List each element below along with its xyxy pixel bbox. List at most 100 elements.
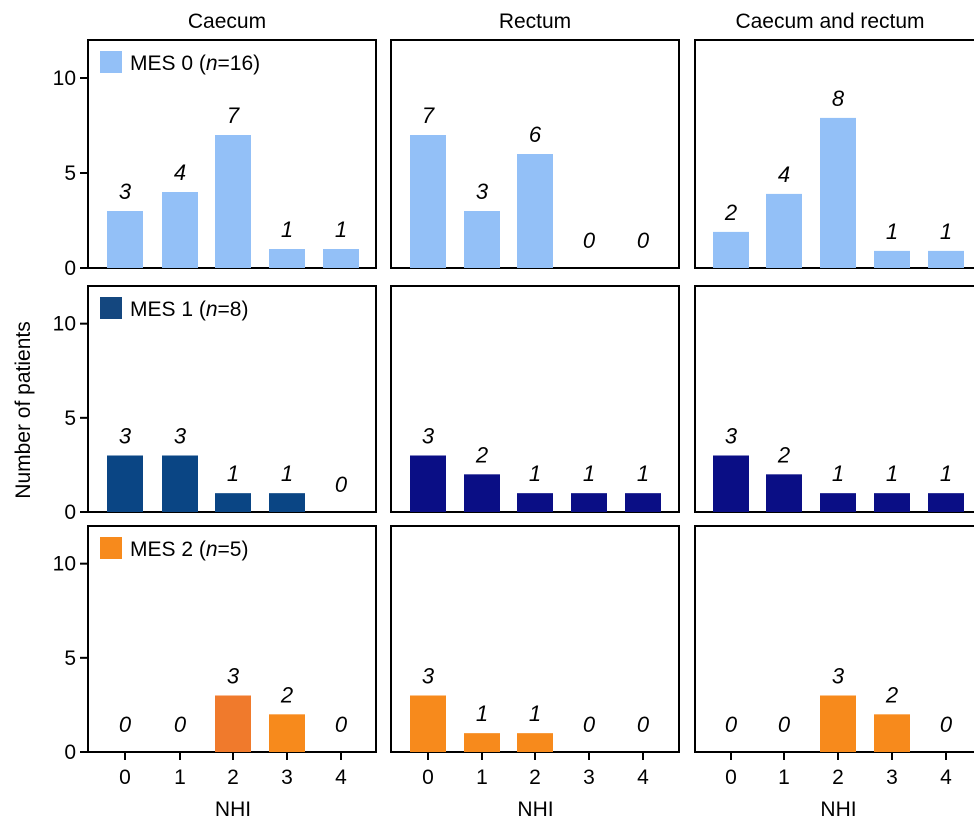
bar: [162, 455, 198, 512]
x-tick-label: 4: [637, 766, 649, 789]
bar: [410, 455, 446, 512]
panel: 0 0 3 2 0: [87, 525, 377, 753]
bar: [625, 493, 661, 512]
legend-label: MES 1 (n=8): [130, 298, 248, 321]
bar: [323, 249, 359, 268]
data-label: 1: [637, 461, 649, 486]
data-label: 3: [476, 179, 489, 204]
bar: [269, 714, 305, 752]
data-label: 3: [422, 664, 435, 689]
data-label: 3: [174, 424, 187, 449]
data-label: 2: [885, 682, 898, 707]
panel: 3 2 1 1 1: [390, 285, 680, 513]
x-tick-label: 0: [725, 766, 737, 789]
data-label: 1: [886, 219, 898, 244]
column-titles: Caecum Rectum Caecum and rectum: [188, 10, 925, 33]
x-tick-label: 4: [335, 766, 347, 789]
bar: [517, 493, 553, 512]
data-label: 1: [476, 701, 488, 726]
legend-label: MES 2 (n=5): [130, 538, 248, 561]
y-tick-label: 10: [53, 67, 76, 90]
data-label: 0: [119, 712, 132, 737]
x-axis-titles: NHI NHI NHI: [215, 798, 857, 821]
data-label: 1: [940, 461, 952, 486]
y-axis-title: Number of patients: [12, 321, 35, 498]
x-tick-label: 0: [119, 766, 131, 789]
bar: [874, 250, 910, 268]
panel: 3 3 1 1 0: [87, 285, 377, 513]
data-label: 7: [227, 103, 240, 128]
data-label: 1: [940, 219, 952, 244]
x-axis-title: NHI: [820, 798, 856, 821]
x-tick-label: 3: [886, 766, 898, 789]
bar: [928, 250, 964, 268]
data-label: 0: [583, 712, 596, 737]
data-label: 0: [778, 712, 791, 737]
data-label: 6: [529, 122, 542, 147]
y-tick-label: 5: [64, 407, 76, 430]
bar: [410, 135, 446, 268]
bar: [820, 695, 856, 752]
data-label: 0: [940, 712, 953, 737]
data-label: 1: [227, 461, 239, 486]
data-label: 1: [529, 701, 541, 726]
y-tick-label: 10: [53, 313, 76, 336]
x-tick-label: 1: [778, 766, 790, 789]
x-tick-label: 2: [832, 766, 844, 789]
bar: [713, 231, 749, 268]
x-tick-label: 2: [227, 766, 239, 789]
x-tick-label: 2: [529, 766, 541, 789]
data-label: 1: [335, 217, 347, 242]
bar: [571, 493, 607, 512]
bar: [464, 474, 500, 512]
data-label: 3: [119, 179, 132, 204]
data-label: 1: [832, 461, 844, 486]
panel: 0 0 3 2 0: [694, 525, 974, 753]
bar: [269, 493, 305, 512]
data-label: 1: [281, 461, 293, 486]
data-label: 1: [886, 461, 898, 486]
bar: [215, 135, 251, 268]
bar: [107, 211, 143, 268]
legend: MES 1 (n=8): [100, 297, 248, 321]
legend-label: MES 0 (n=16): [130, 52, 260, 75]
panel: 3 2 1 1 1: [694, 285, 974, 513]
data-label: 3: [832, 664, 845, 689]
data-label: 2: [280, 682, 293, 707]
data-label: 2: [777, 442, 790, 467]
data-label: 3: [725, 424, 738, 449]
data-label: 0: [637, 712, 650, 737]
y-axis-ticks: 0 5 10 0 5 10 0 5 10: [53, 67, 88, 764]
panel: 3 4 7 1 1: [87, 39, 377, 269]
data-label: 1: [529, 461, 541, 486]
legend-swatch: [100, 537, 122, 559]
y-tick-label: 10: [53, 553, 76, 576]
bar: [820, 493, 856, 512]
bar: [820, 117, 856, 269]
x-axis-ticks: 0 1 2 3 4 0 1 2 3 4 0 1 2 3 4: [119, 752, 952, 789]
bar: [410, 695, 446, 752]
x-tick-label: 1: [476, 766, 488, 789]
bar: [269, 249, 305, 268]
data-label: 0: [725, 712, 738, 737]
data-label: 8: [832, 86, 845, 111]
x-tick-label: 1: [174, 766, 186, 789]
data-label: 1: [583, 461, 595, 486]
panel: 2 4 8 1 1: [694, 39, 974, 269]
data-label: 2: [724, 200, 737, 225]
bar: [766, 474, 802, 512]
legends: MES 0 (n=16) MES 1 (n=8) MES 2 (n=5): [100, 51, 260, 561]
bar: [215, 695, 251, 752]
data-label: 0: [583, 228, 596, 253]
y-tick-label: 5: [64, 647, 76, 670]
bar: [713, 455, 749, 512]
data-label: 0: [335, 712, 348, 737]
y-tick-label: 5: [64, 162, 76, 185]
panel: 7 3 6 0 0: [390, 39, 680, 269]
bar: [215, 493, 251, 512]
x-axis-title: NHI: [517, 798, 553, 821]
data-label: 0: [637, 228, 650, 253]
bar: [162, 192, 198, 268]
legend-swatch: [100, 51, 122, 73]
legend: MES 0 (n=16): [100, 51, 260, 75]
